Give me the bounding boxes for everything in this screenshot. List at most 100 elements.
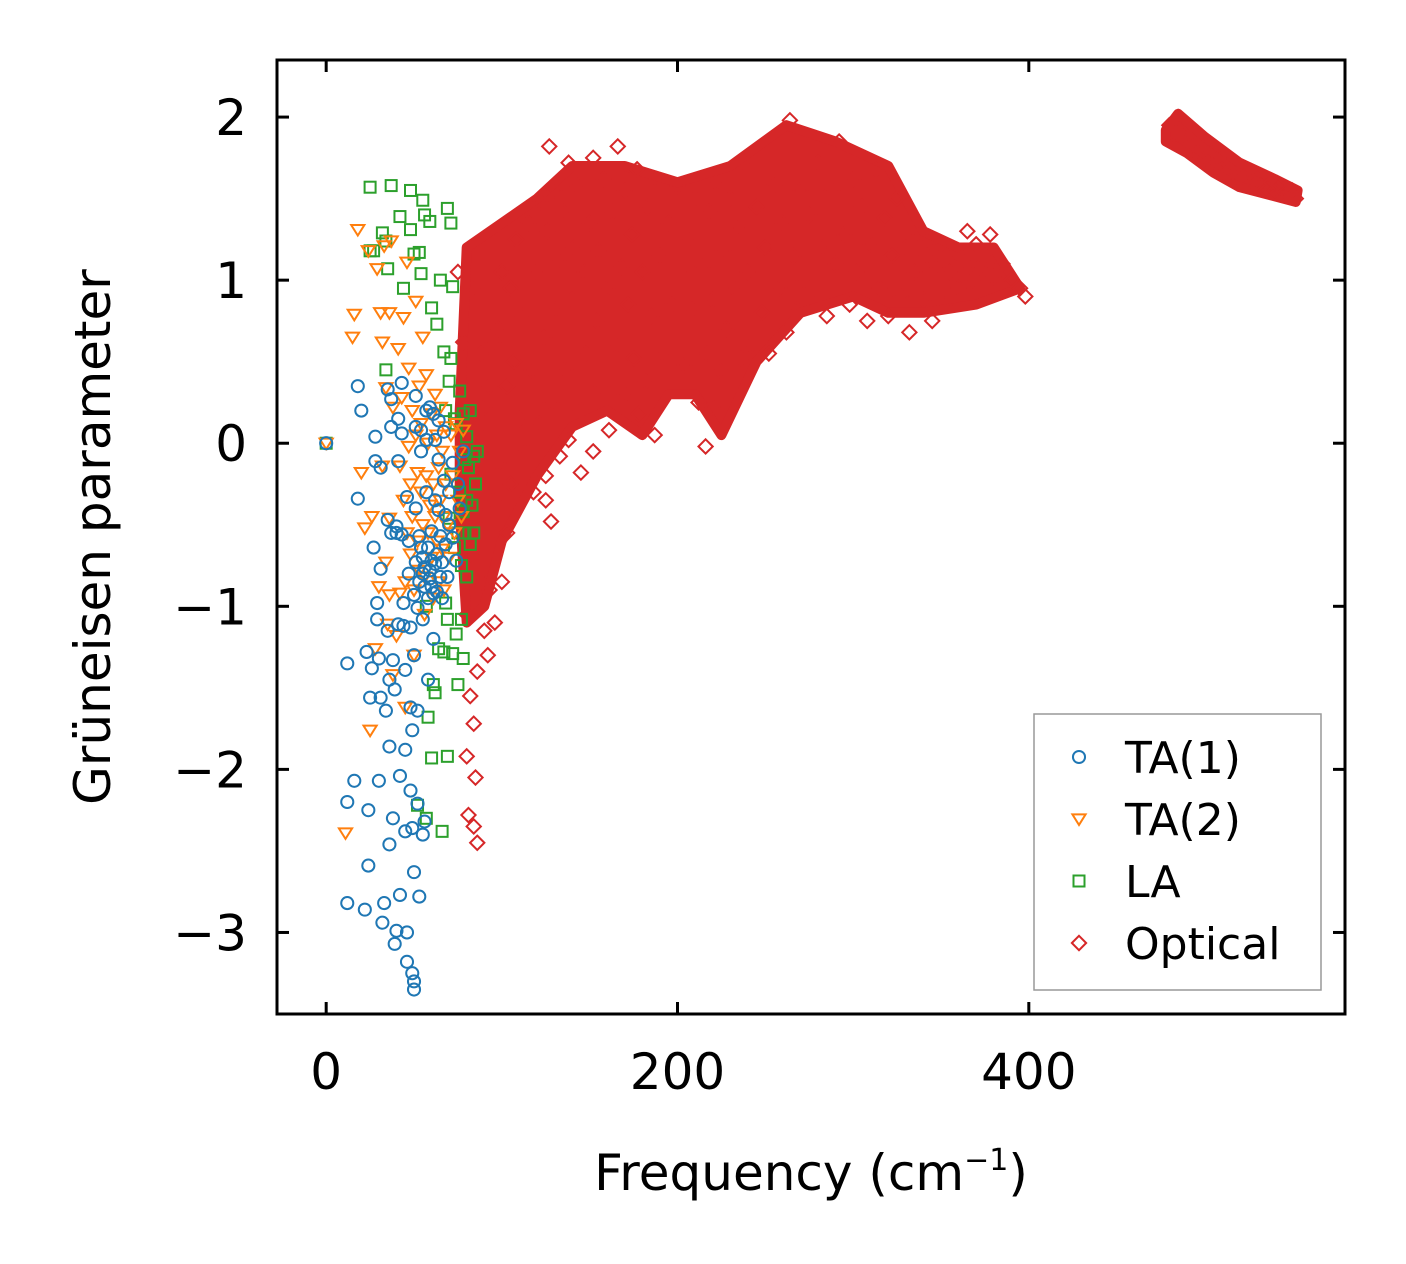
ta-1-point [408,388,423,403]
optical-point [517,442,535,460]
la-point [444,351,458,365]
optical-point [888,190,906,208]
optical-point [739,263,757,281]
ta-2-point [389,343,407,357]
optical-point [971,258,989,276]
ta-1-point [410,703,425,718]
ta-1-point [422,571,437,586]
ta-1-point [364,661,379,676]
ta-1-point [415,566,430,581]
optical-point [458,747,476,765]
optical-point [747,198,766,216]
ta-1-point [413,444,429,459]
ta-2-point [381,307,398,321]
la-point [454,612,468,626]
optical-point [595,170,613,188]
optical-point [477,529,495,547]
la-point [384,179,398,193]
la-point [444,216,458,230]
ta-2-point [349,223,367,238]
optical-point [711,361,729,379]
optical-point [475,398,493,416]
ta-2-point [417,369,435,383]
optical-point [633,263,651,281]
optical-point [879,307,897,325]
legend-ta-1-marker [1071,749,1087,765]
optical-point [698,344,716,363]
ta-1-point [417,814,432,829]
ta-1-point [359,644,374,660]
optical-point [454,333,472,351]
ta-1-point [347,773,362,788]
ta-2-point [426,510,444,525]
optical-point [568,177,586,195]
ta-1-point [389,923,404,938]
optical-point [707,173,725,191]
la-point [453,485,467,499]
optical-point [545,300,564,319]
ta-2-point [344,331,361,346]
la-point [404,223,417,237]
la-point [437,645,451,659]
optical-point [630,405,648,423]
optical-point [1195,137,1214,155]
optical-dense-region-1 [454,120,1025,628]
ta-2-point [430,462,448,476]
optical-point [470,568,488,586]
optical-point [686,190,704,208]
optical-point [774,214,792,232]
legend-la-marker [1072,874,1086,888]
optical-point [844,170,862,188]
ta-1-point [442,485,457,500]
optical-point [858,312,876,330]
optical-point [473,508,492,526]
optical-point [967,235,985,253]
ta-1-point [406,587,422,602]
la-point [463,404,477,418]
ta-1-point [384,392,399,407]
ta-1-point [340,896,355,911]
optical-point [953,252,971,270]
ta-1-point [410,600,425,615]
ta-2-point [396,576,414,590]
optical-point [472,344,490,363]
ta-2-point [426,388,444,403]
ta-1-point [405,821,420,836]
la-point [458,453,472,467]
la-point [437,345,451,359]
optical-point [818,307,836,325]
legend-optical-label: Optical [1125,919,1280,970]
la-point [379,363,393,377]
optical-point [876,209,894,227]
optical-point [468,834,486,852]
optical-point [941,263,959,281]
ta-2-point [395,312,412,326]
ta-1-point [382,739,397,754]
optical-point [565,238,583,257]
ta-1-point [406,865,422,880]
ta-1-point [350,491,365,506]
optical-point [466,768,485,787]
optical-point [560,431,578,449]
optical-point [639,198,657,216]
la-point [433,273,447,287]
optical-point [781,111,799,129]
ta-1-point [405,966,420,981]
optical-point [830,132,848,151]
y-tick-label: 2 [215,89,247,147]
optical-point [642,307,660,325]
optical-point [560,154,578,172]
optical-point [619,296,637,314]
legend-la-label: LA [1125,857,1181,908]
ta-2-point [345,308,363,323]
optical-point [753,304,771,322]
ta-1-point [384,419,399,434]
optical-point [584,149,602,167]
optical-point [1002,271,1020,289]
la-point [412,245,426,259]
ta-1-point [377,896,392,911]
ta-1-point [456,444,471,459]
optical-point [484,333,502,351]
la-point [435,824,449,838]
optical-point [914,291,932,309]
